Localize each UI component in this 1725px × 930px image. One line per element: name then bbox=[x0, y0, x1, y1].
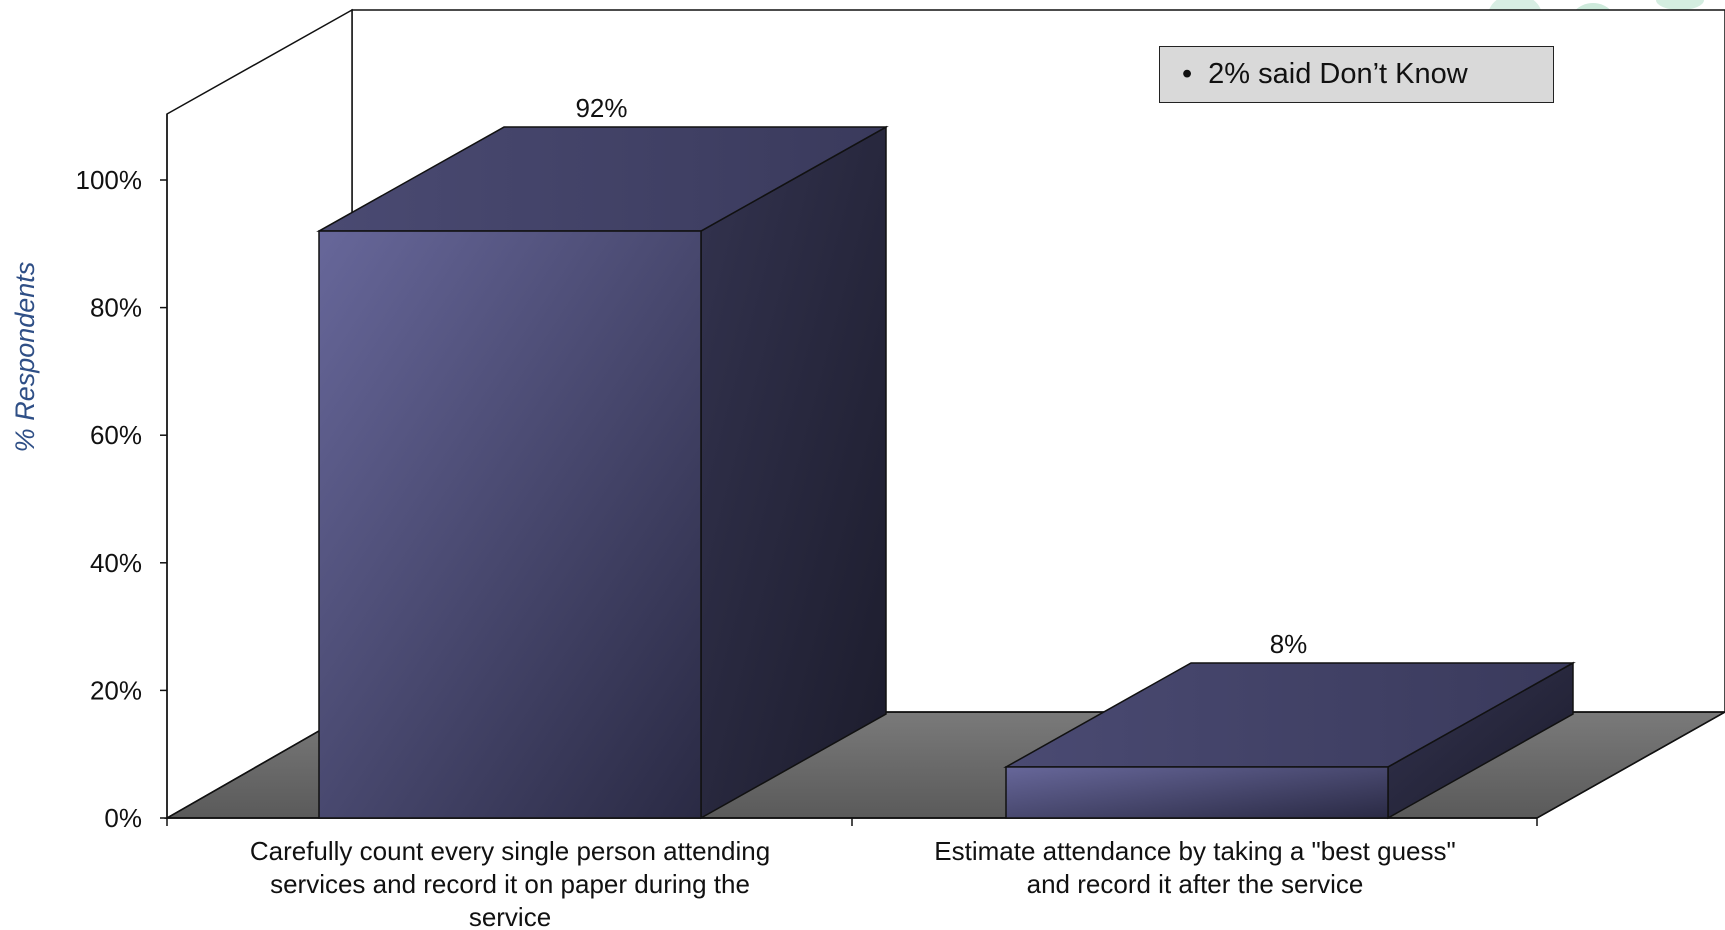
y-tick-label: 80% bbox=[90, 293, 142, 323]
category-labels: Carefully count every single person atte… bbox=[250, 836, 1456, 930]
bar-front bbox=[318, 230, 702, 819]
x-axis bbox=[166, 817, 1538, 826]
y-tick-label: 100% bbox=[76, 165, 143, 195]
annotation-text: 2% said Don’t Know bbox=[1208, 58, 1468, 90]
category-label: Estimate attendance by taking a "best gu… bbox=[934, 836, 1455, 899]
category-label: Carefully count every single person atte… bbox=[250, 836, 770, 930]
y-tick-label: 0% bbox=[104, 803, 142, 833]
y-tick-label: 40% bbox=[90, 548, 142, 578]
y-tick-label: 20% bbox=[90, 675, 142, 705]
bullet-icon: • bbox=[1182, 58, 1193, 90]
bar: 8% bbox=[1003, 629, 1576, 820]
bar-front bbox=[1005, 766, 1389, 819]
bar-side bbox=[700, 125, 887, 820]
bar: 92% bbox=[316, 93, 889, 820]
y-tick-label: 60% bbox=[90, 420, 142, 450]
bars: 92% 8% bbox=[316, 93, 1576, 820]
annotation-box: • 2% said Don’t Know bbox=[1159, 46, 1554, 103]
data-label: 92% bbox=[575, 93, 627, 123]
y-axis: 0% 20% 40% 60% 80% 100% bbox=[76, 114, 168, 833]
y-axis-title: % Respondents bbox=[10, 262, 40, 453]
data-label: 8% bbox=[1270, 629, 1308, 659]
